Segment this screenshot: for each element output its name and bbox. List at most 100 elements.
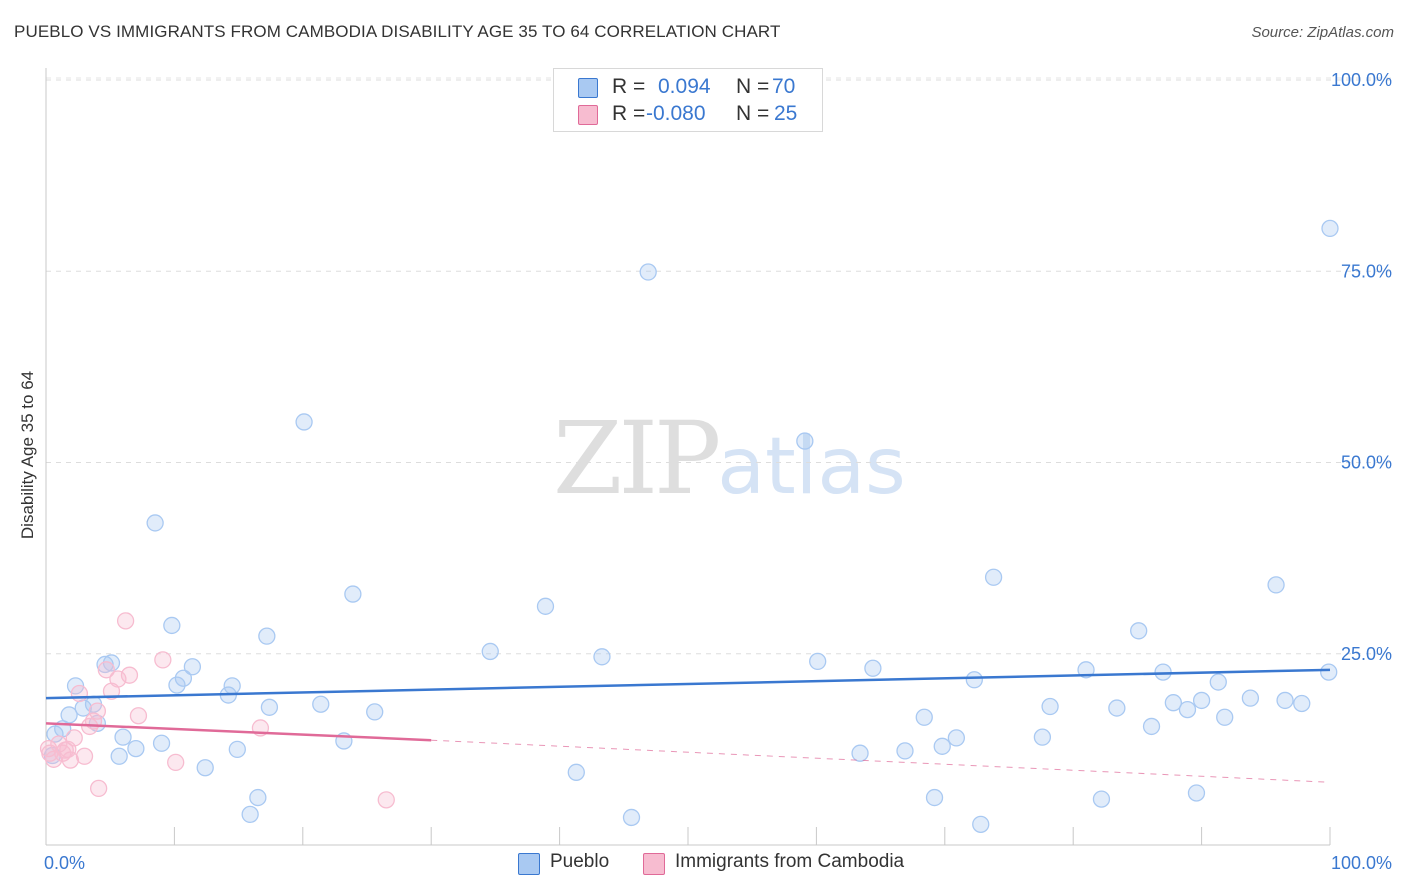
pueblo-point — [60, 706, 78, 724]
legend-r-label: R = — [612, 102, 646, 125]
cambodia-point — [167, 753, 185, 772]
cambodia-point — [45, 750, 63, 768]
legend-n-value: 70 — [772, 75, 796, 98]
pueblo-point — [183, 658, 202, 676]
cambodia-point — [154, 651, 172, 669]
pueblo-point — [796, 432, 814, 450]
legend-n-label: N = — [736, 75, 770, 98]
pueblo-point — [933, 737, 951, 755]
pueblo-point — [1142, 717, 1161, 736]
bottom-legend-label-cambodia: Immigrants from Cambodia — [675, 851, 905, 872]
chart-source: Source: ZipAtlas.com — [1251, 24, 1394, 41]
pueblo-point — [1130, 622, 1148, 640]
pueblo-point — [366, 703, 384, 721]
x-tick-label: 100.0% — [1331, 853, 1392, 873]
pueblo-point — [915, 708, 933, 726]
legend-n-label: N = — [736, 102, 770, 125]
pueblo-point — [1320, 663, 1338, 681]
pueblo-point — [1077, 661, 1095, 679]
cambodia-point — [70, 684, 89, 703]
y-tick-label: 25.0% — [1341, 644, 1392, 664]
legend-r-label: R = — [612, 75, 646, 98]
legend-n-value: 25 — [774, 102, 798, 125]
y-tick-label: 75.0% — [1341, 261, 1392, 281]
pueblo-point — [1321, 219, 1339, 238]
pueblo-point — [925, 788, 944, 807]
pueblo-point — [127, 739, 145, 758]
pueblo-point — [223, 677, 241, 695]
pueblo-point — [567, 763, 585, 781]
pueblo-point — [809, 652, 827, 671]
pueblo-point — [295, 413, 313, 431]
cambodia-point — [56, 741, 74, 759]
y-axis-title: Disability Age 35 to 64 — [18, 370, 37, 540]
cambodia-point — [50, 735, 68, 753]
pueblo-point — [344, 585, 362, 603]
pueblo-point — [1216, 708, 1234, 726]
pueblo-point — [1293, 694, 1311, 713]
bottom-legend-swatch-cambodia — [643, 853, 665, 875]
pueblo-point — [1192, 691, 1211, 710]
pueblo-point — [1092, 790, 1111, 808]
pueblo-point — [1267, 576, 1285, 594]
chart-title: PUEBLO VS IMMIGRANTS FROM CAMBODIA DISAB… — [14, 22, 781, 41]
legend-r-value: 0.094 — [658, 75, 711, 98]
pueblo-point — [1154, 663, 1172, 681]
y-tick-label: 100.0% — [1331, 70, 1392, 90]
pueblo-point — [536, 597, 555, 615]
stats-legend: R = 0.094 N = 70 R = -0.080 N = 25 — [553, 68, 823, 132]
cambodia-point — [120, 666, 139, 684]
pueblo-point — [258, 627, 276, 645]
pueblo-point — [249, 788, 267, 807]
pueblo-point — [163, 616, 181, 635]
pueblo-point — [152, 734, 171, 752]
pueblo-point — [972, 815, 990, 833]
bottom-legend-swatch-pueblo — [518, 853, 540, 875]
pueblo-point — [146, 514, 164, 532]
cambodia-trend-line — [45, 722, 432, 742]
pueblo-point — [984, 568, 1003, 586]
pueblo-point — [1187, 784, 1206, 802]
legend-swatch-pueblo — [578, 78, 598, 98]
pueblo-point — [196, 759, 214, 777]
pueblo-point — [1209, 673, 1227, 691]
pueblo-point — [1178, 700, 1197, 719]
pueblo-point — [965, 671, 983, 689]
pueblo-point — [114, 728, 132, 746]
pueblo-point — [864, 659, 882, 677]
cambodia-point — [39, 739, 58, 758]
cambodia-point — [65, 729, 83, 747]
cambodia-point — [75, 747, 94, 765]
pueblo-point — [228, 740, 246, 759]
pueblo-point — [639, 263, 657, 281]
cambodia-point — [89, 779, 108, 798]
cambodia-point — [116, 612, 135, 630]
pueblo-trend-line — [45, 668, 1331, 700]
y-tick-label: 50.0% — [1341, 453, 1392, 473]
pueblo-point — [622, 808, 641, 827]
pueblo-point — [896, 742, 914, 760]
pueblo-point — [1108, 699, 1126, 717]
watermark: ZIPatlas — [553, 400, 906, 517]
pueblo-point — [110, 747, 128, 765]
cambodia-point — [377, 791, 395, 809]
pueblo-point — [241, 805, 259, 824]
legend-r-value: -0.080 — [646, 102, 706, 125]
cambodia-point — [97, 661, 115, 679]
pueblo-point — [1164, 694, 1183, 712]
cambodia-point — [129, 707, 148, 725]
legend-swatch-cambodia — [578, 105, 598, 125]
bottom-legend-label-pueblo: Pueblo — [550, 851, 610, 872]
pueblo-point — [260, 698, 279, 716]
watermark-zip: ZIP — [553, 400, 721, 517]
cambodia-trend-extension — [431, 739, 1331, 783]
pueblo-point — [1033, 728, 1052, 746]
pueblo-point — [593, 648, 611, 666]
pueblo-point — [312, 695, 330, 713]
pueblo-point — [481, 642, 499, 661]
pueblo-point — [947, 729, 966, 747]
pueblo-point — [174, 669, 193, 687]
pueblo-point — [851, 744, 869, 762]
cambodia-point — [88, 702, 107, 720]
